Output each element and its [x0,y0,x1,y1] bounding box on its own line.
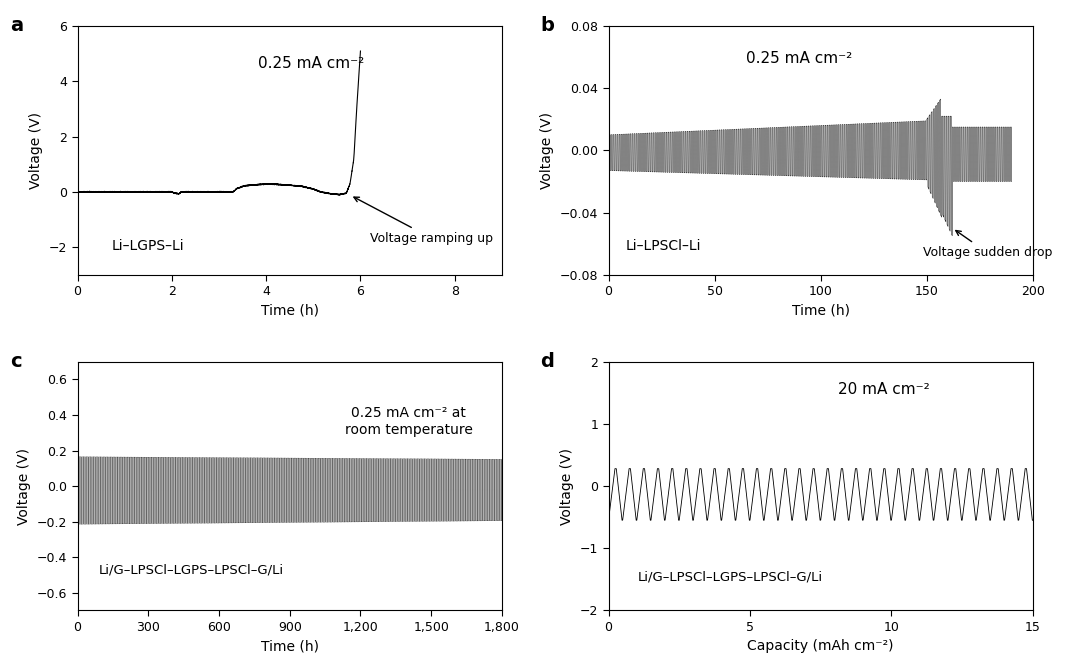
X-axis label: Time (h): Time (h) [260,304,319,318]
Text: Voltage sudden drop: Voltage sudden drop [922,230,1052,259]
Text: 20 mA cm⁻²: 20 mA cm⁻² [838,382,930,397]
Text: c: c [10,352,22,371]
Text: Li/G–LPSCl–LGPS–LPSCl–G/Li: Li/G–LPSCl–LGPS–LPSCl–G/Li [638,571,823,584]
Y-axis label: Voltage (V): Voltage (V) [540,112,554,189]
Text: Li–LPSCl–Li: Li–LPSCl–Li [625,239,701,253]
Text: b: b [541,16,554,35]
Text: Voltage ramping up: Voltage ramping up [354,197,492,245]
Text: a: a [10,16,23,35]
Text: 0.25 mA cm⁻²: 0.25 mA cm⁻² [258,56,364,71]
X-axis label: Capacity (mAh cm⁻²): Capacity (mAh cm⁻²) [747,639,894,653]
Y-axis label: Voltage (V): Voltage (V) [17,448,31,525]
X-axis label: Time (h): Time (h) [260,639,319,653]
Text: Li–LGPS–Li: Li–LGPS–Li [111,239,184,253]
Text: 0.25 mA cm⁻²: 0.25 mA cm⁻² [746,52,852,66]
Y-axis label: Voltage (V): Voltage (V) [561,448,575,525]
Text: 0.25 mA cm⁻² at
room temperature: 0.25 mA cm⁻² at room temperature [345,407,472,437]
Text: d: d [541,352,554,371]
X-axis label: Time (h): Time (h) [792,304,850,318]
Text: Li/G–LPSCl–LGPS–LPSCl–G/Li: Li/G–LPSCl–LGPS–LPSCl–G/Li [98,563,284,576]
Y-axis label: Voltage (V): Voltage (V) [29,112,43,189]
